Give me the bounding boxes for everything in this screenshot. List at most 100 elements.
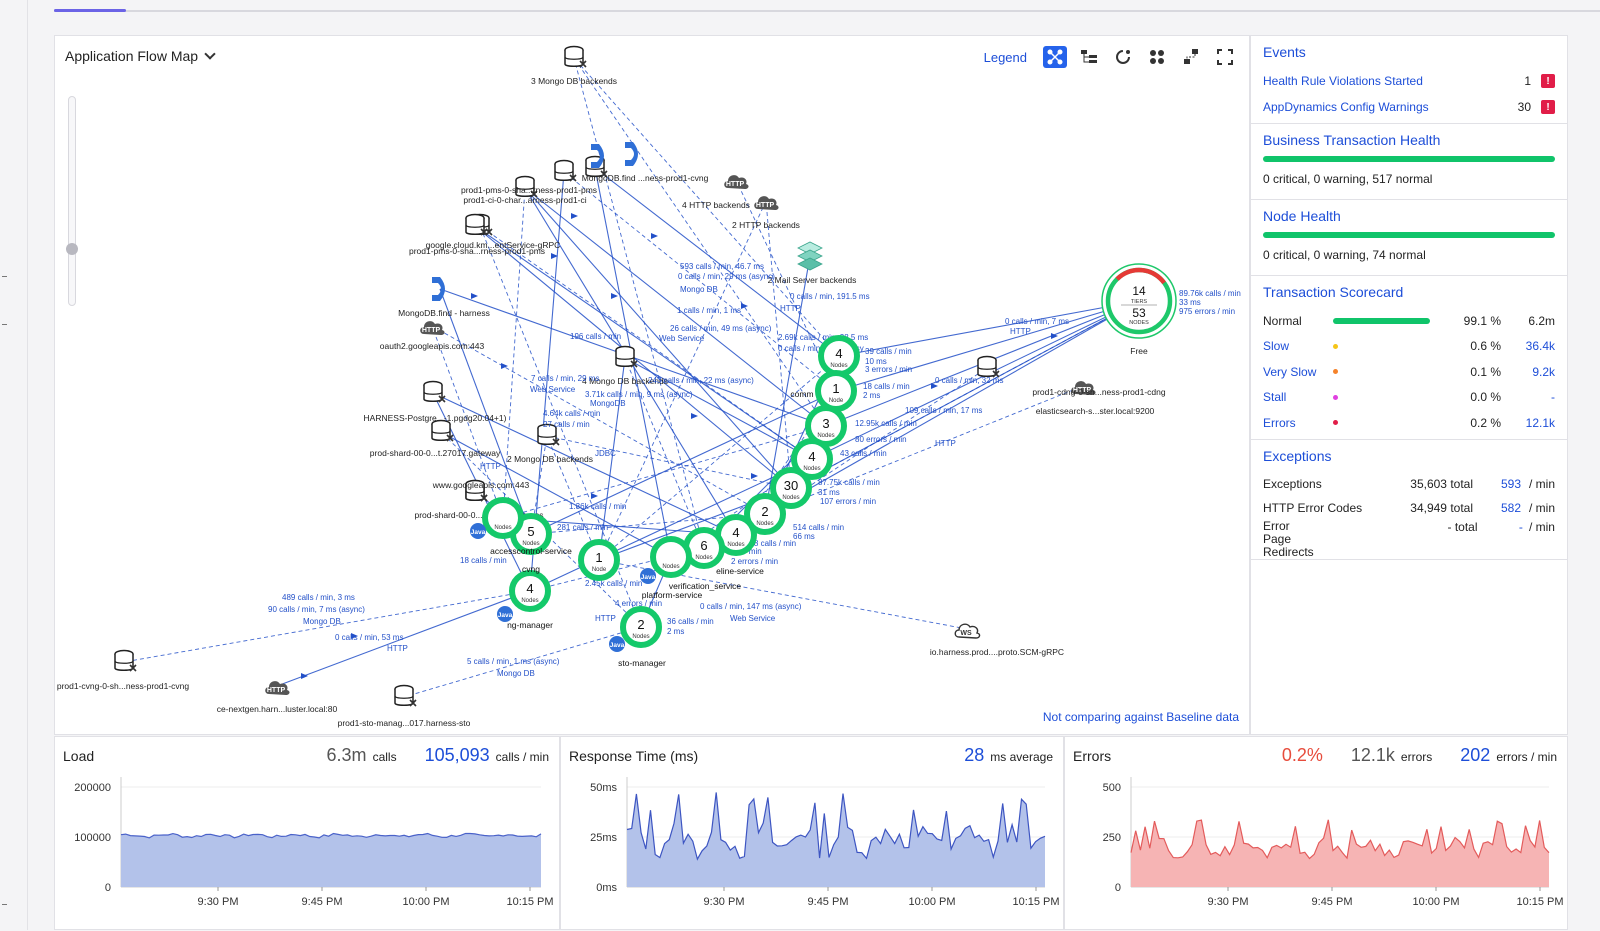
flow-edge[interactable] [811,300,1140,460]
flow-edge[interactable] [524,187,792,489]
bt-health-title[interactable]: Business Transaction Health [1263,132,1441,148]
tier-node[interactable]: Nodes [482,497,524,539]
tier-node[interactable]: 2 Nodes [620,606,662,648]
scorecard-value[interactable]: 12.1k [1525,415,1555,430]
database-icon[interactable] [615,345,638,368]
legend-link[interactable]: Legend [983,49,1027,65]
scorecard-row[interactable]: Errors 0.2 % 12.1k [1263,410,1555,436]
flow-edge[interactable] [431,325,504,519]
scorecard-value[interactable]: - [1551,390,1555,405]
flow-edge[interactable] [573,57,827,427]
scorecard-name[interactable]: Errors [1263,415,1296,430]
tier-node[interactable]: 4 Nodes [791,438,833,480]
http-cloud-icon[interactable]: HTTP [265,681,290,695]
database-icon[interactable] [537,423,560,446]
flow-edge[interactable] [502,187,526,519]
zoom-slider[interactable] [66,96,78,306]
response-sparkline[interactable]: 50ms 25ms 0ms 9:30 PM 9:45 PM 10:00 PM 10:15 P… [561,773,1065,931]
http-cloud-icon[interactable]: HTTP [724,175,749,189]
flow-edge[interactable] [474,225,813,460]
zoom-slider-thumb[interactable] [66,243,78,255]
tier-node[interactable]: Nodes [650,536,692,578]
flow-edge[interactable] [764,255,811,515]
http-cloud-icon[interactable]: HTTP [1071,381,1096,395]
fullscreen-icon[interactable] [1213,46,1237,68]
database-icon[interactable] [431,419,454,442]
flow-edge[interactable] [563,171,837,392]
tier-node[interactable]: 30 Nodes [770,467,812,509]
scorecard-value[interactable]: 36.4k [1525,339,1555,354]
flow-edge[interactable] [573,57,840,357]
scorecard-name[interactable]: Slow [1263,339,1290,354]
flow-edge[interactable] [598,200,767,561]
node-health-section[interactable]: Node Health 0 critical, 0 warning, 74 no… [1251,200,1567,276]
database-icon[interactable] [515,175,538,198]
flow-edge[interactable] [835,300,1140,392]
flow-edge[interactable] [764,385,1084,515]
flow-edge[interactable] [530,390,837,535]
bt-health-section[interactable]: Business Transaction Health 0 critical, … [1251,124,1567,200]
flow-edge[interactable] [546,435,600,561]
node-health-title[interactable]: Node Health [1263,208,1341,224]
flow-layout-icon[interactable] [1043,46,1067,68]
database-icon[interactable] [114,649,137,672]
webservice-icon[interactable]: WS [954,623,981,639]
tier-node[interactable]: 4 Nodes [509,570,551,612]
cluster-icon[interactable] [1145,46,1169,68]
load-chart-panel[interactable]: Load 6.3m calls 105,093 calls / min 2000… [54,736,560,930]
flow-edge[interactable] [790,300,1140,489]
load-sparkline[interactable]: 200000 100000 0 9:30 PM 9:45 PM 10:00 PM 10:15… [55,773,561,931]
tier-node[interactable]: 3 Nodes [805,405,847,447]
scorecard-row[interactable]: Stall 0.0 % - [1263,385,1555,411]
tree-layout-icon[interactable] [1077,46,1101,68]
scorecard-row[interactable]: Very Slow 0.1 % 9.2k [1263,359,1555,385]
mongodb-icon[interactable] [591,144,604,168]
flow-edge[interactable] [403,626,642,698]
rail-expand-icon[interactable] [2,324,7,325]
event-row[interactable]: Health Rule Violations Started 1 ! [1263,68,1555,94]
database-icon[interactable] [423,380,446,403]
exception-rate[interactable]: 593 [1500,477,1521,491]
flow-edge[interactable] [439,288,532,535]
flow-edge[interactable] [624,357,705,549]
flow-edge[interactable] [529,458,813,592]
database-icon[interactable] [465,479,488,502]
flow-edge[interactable] [440,431,672,558]
http-cloud-icon[interactable]: HTTP [420,321,445,335]
tier-node[interactable]: 2 Nodes [744,493,786,535]
flow-edge[interactable] [765,200,792,489]
database-icon[interactable] [564,45,587,68]
http-cloud-icon[interactable]: HTTP [754,196,779,210]
flow-edge[interactable] [524,187,827,427]
mongodb-icon[interactable] [625,142,638,166]
scorecard-name[interactable]: Very Slow [1263,364,1317,379]
flow-edge[interactable] [573,57,705,549]
tier-node[interactable]: 1 Node [815,370,857,412]
exception-rate[interactable]: - [1518,520,1523,534]
flow-edge[interactable] [431,325,766,515]
event-row[interactable]: AppDynamics Config Warnings 30 ! [1263,94,1555,120]
database-icon[interactable] [465,213,488,236]
application-flow-map[interactable]: HTTP HTTP HTTP HTTP WS HTTP 3 Mongo DB backend… [54,35,1250,735]
arrange-icon[interactable] [1179,46,1203,68]
mongodb-icon[interactable] [432,277,445,301]
rail-expand-icon[interactable] [2,276,7,277]
flow-edge[interactable] [479,225,813,460]
scorecard-row[interactable]: Slow 0.6 % 36.4k [1263,334,1555,360]
tier-node[interactable]: 4 Nodes [818,335,860,377]
flow-map-title-dropdown[interactable]: Application Flow Map [65,48,216,64]
errors-chart-panel[interactable]: Errors 0.2% 12.1k errors 202 errors / mi… [1064,736,1568,930]
database-icon[interactable] [394,684,417,707]
response-chart-panel[interactable]: Response Time (ms) 28 ms average 50ms 25m… [560,736,1064,930]
scorecard-title[interactable]: Transaction Scorecard [1263,284,1404,300]
event-label[interactable]: Health Rule Violations Started [1263,74,1423,88]
flow-edge[interactable] [764,300,1140,515]
flow-edge[interactable] [440,431,642,628]
mail-server-icon[interactable] [797,241,823,271]
database-icon[interactable] [977,355,1000,378]
database-icon[interactable] [554,159,577,182]
flow-edge[interactable] [598,355,840,561]
flow-edge[interactable] [432,392,737,536]
